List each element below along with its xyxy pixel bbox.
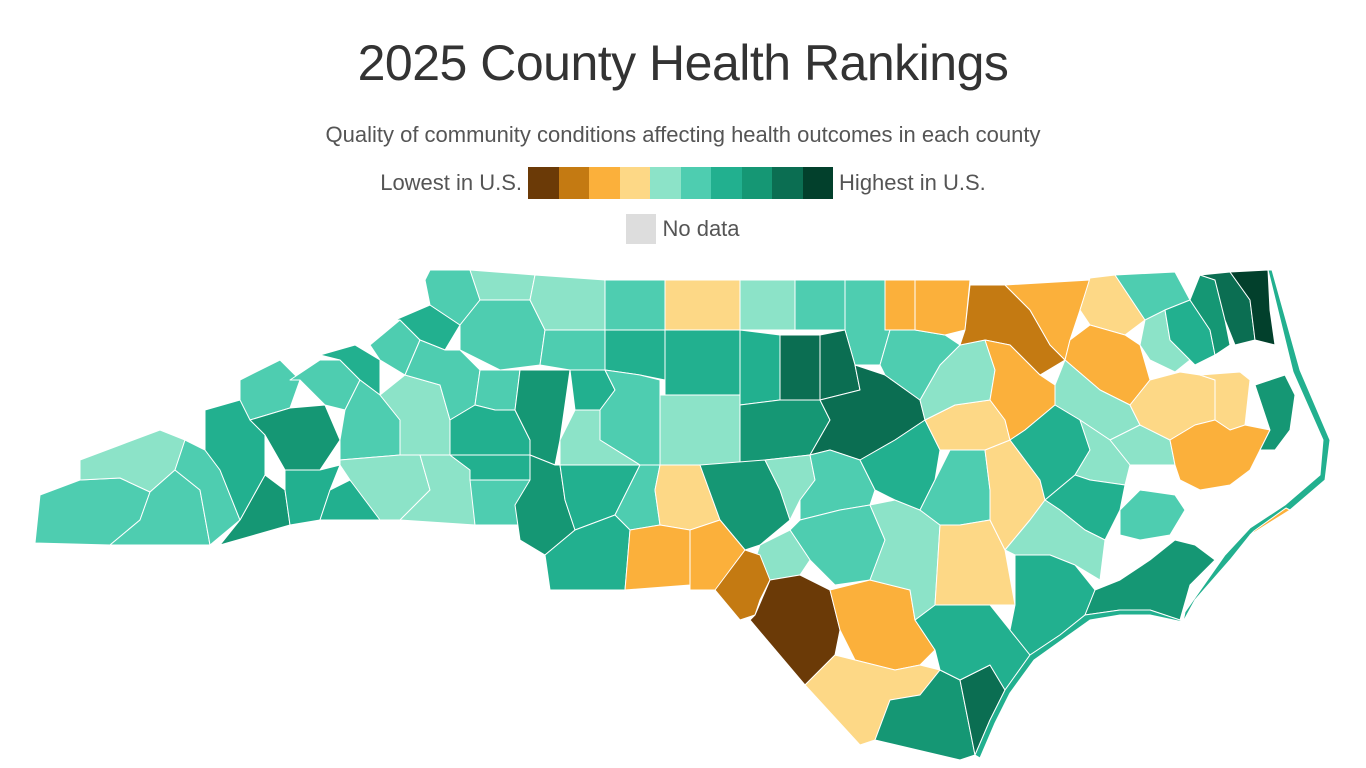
county-region[interactable] — [739, 279, 796, 331]
county-region[interactable] — [1169, 419, 1271, 491]
county-region[interactable] — [539, 329, 606, 371]
county-region[interactable] — [739, 329, 781, 406]
legend-swatch — [558, 167, 590, 199]
county-region[interactable] — [219, 474, 291, 546]
map-subtitle: Quality of community conditions affectin… — [325, 122, 1041, 147]
county-region[interactable] — [1084, 539, 1216, 621]
county-region[interactable] — [794, 279, 846, 331]
no-data-label: No data — [662, 216, 740, 241]
legend-swatch — [528, 167, 559, 199]
county-region[interactable] — [604, 329, 666, 381]
legend-swatch — [741, 167, 773, 199]
county-region[interactable] — [624, 524, 691, 591]
outer-banks-segment[interactable] — [1249, 507, 1291, 536]
legend-swatches — [528, 167, 834, 199]
legend-swatch — [650, 167, 681, 199]
legend-low-label: Lowest in U.S. — [380, 170, 523, 195]
county-region[interactable] — [884, 279, 916, 331]
color-legend: Lowest in U.S. Highest in U.S. — [0, 167, 1366, 199]
outer-banks[interactable] — [1182, 269, 1331, 623]
no-data-legend: No data — [0, 214, 1366, 244]
county-region[interactable] — [459, 299, 546, 371]
legend-swatch — [772, 167, 803, 199]
legend-swatch — [680, 167, 712, 199]
southern-coast[interactable] — [974, 609, 1184, 759]
no-data-swatch — [626, 214, 657, 244]
county-region[interactable] — [1119, 489, 1186, 541]
legend-swatch — [619, 167, 651, 199]
county-region[interactable] — [659, 394, 741, 466]
county-region[interactable] — [914, 279, 971, 336]
county-region[interactable] — [664, 279, 741, 331]
county-region[interactable] — [1254, 374, 1296, 451]
county-region[interactable] — [1004, 499, 1106, 581]
legend-swatch — [802, 167, 834, 199]
county-region[interactable] — [779, 334, 821, 401]
county-region[interactable] — [934, 519, 1016, 606]
county-region[interactable] — [714, 549, 771, 621]
legend-swatch — [589, 167, 620, 199]
county-region[interactable] — [664, 329, 741, 396]
legend-swatch — [711, 167, 742, 199]
county-region[interactable] — [469, 269, 536, 301]
county-region[interactable] — [604, 279, 666, 331]
county-region[interactable] — [529, 274, 606, 331]
county-region[interactable] — [249, 404, 341, 471]
county-region[interactable] — [474, 369, 521, 411]
map-title: 2025 County Health Rankings — [357, 35, 1009, 91]
legend-high-label: Highest in U.S. — [839, 170, 986, 195]
